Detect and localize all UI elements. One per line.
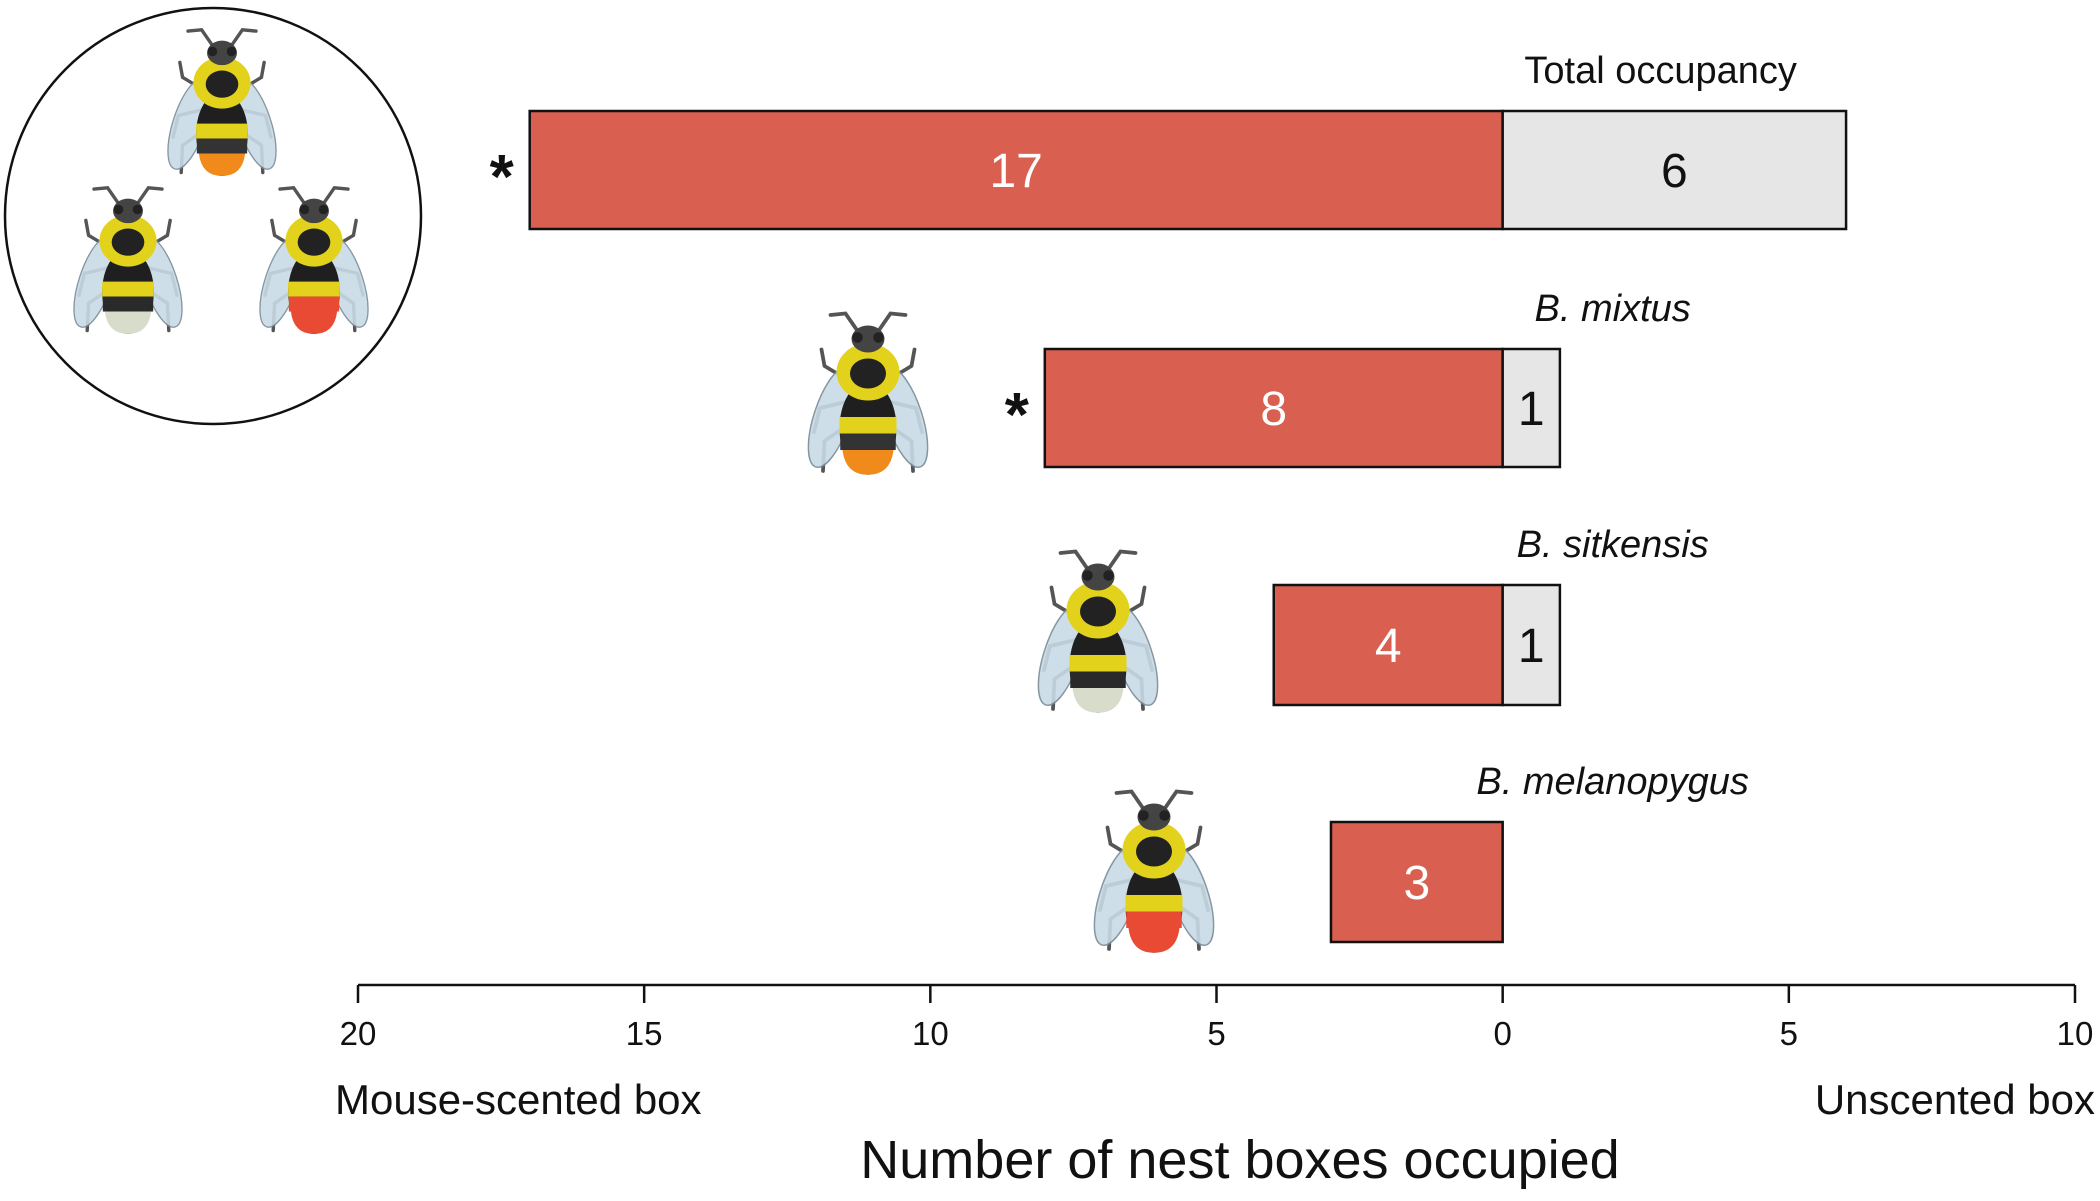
bar-label-mouse-scented: 17 — [989, 145, 1042, 198]
bar-unscented — [1501, 109, 1848, 231]
x-axis-ticks — [356, 985, 2077, 1003]
bar-mouse-scented — [528, 109, 1504, 231]
bar-mouse-scented — [1043, 347, 1504, 469]
bar-label-unscented: 1 — [1518, 383, 1545, 436]
bar-label-unscented: 1 — [1518, 620, 1545, 673]
x-tick-label: 10 — [2057, 1015, 2094, 1052]
bar-label-mouse-scented: 4 — [1375, 620, 1402, 673]
bar-label-unscented: 6 — [1661, 145, 1688, 198]
significance-markers: ** — [490, 143, 1030, 450]
x-tick-label: 15 — [626, 1015, 663, 1052]
right-axis-label: Unscented box — [1815, 1076, 2095, 1123]
category-label: Total occupancy — [1524, 50, 1797, 92]
bar-label-mouse-scented: 8 — [1260, 383, 1287, 436]
significance-star: * — [1005, 381, 1030, 450]
bar-value-labels: 17 6 8 1 4 1 3 — [989, 145, 1687, 910]
category-labels: Total occupancy B. mixtus B. sitkensis B. m… — [1476, 50, 1797, 803]
b-sitkensis-bee-icon — [1026, 549, 1170, 715]
x-axis-title: Number of nest boxes occupied — [860, 1130, 1619, 1190]
bar-mouse-scented — [1272, 583, 1504, 707]
bar-label-mouse-scented: 3 — [1403, 857, 1430, 910]
x-axis-tick-labels: 20 15 10 5 0 5 10 — [340, 1015, 2094, 1052]
x-axis: 20 15 10 5 0 5 10 — [340, 983, 2094, 1052]
x-tick-label: 0 — [1493, 1015, 1511, 1052]
x-tick-label: 20 — [340, 1015, 377, 1052]
bar-unscented — [1501, 583, 1562, 707]
bumblebee-group-icon — [3, 6, 423, 426]
bars — [528, 109, 1848, 944]
bar-mouse-scented — [1329, 820, 1504, 944]
category-label: B. melanopygus — [1476, 761, 1749, 803]
b-melanopygus-bee-icon — [1082, 789, 1226, 955]
x-tick-label: 5 — [1780, 1015, 1798, 1052]
category-label: B. mixtus — [1535, 288, 1691, 330]
significance-star: * — [490, 143, 515, 212]
x-tick-label: 10 — [912, 1015, 949, 1052]
left-axis-label: Mouse-scented box — [335, 1076, 702, 1123]
b-mixtus-bee-icon — [796, 311, 940, 477]
category-label: B. sitkensis — [1517, 524, 1709, 566]
x-tick-label: 5 — [1207, 1015, 1225, 1052]
bar-unscented — [1501, 347, 1562, 469]
